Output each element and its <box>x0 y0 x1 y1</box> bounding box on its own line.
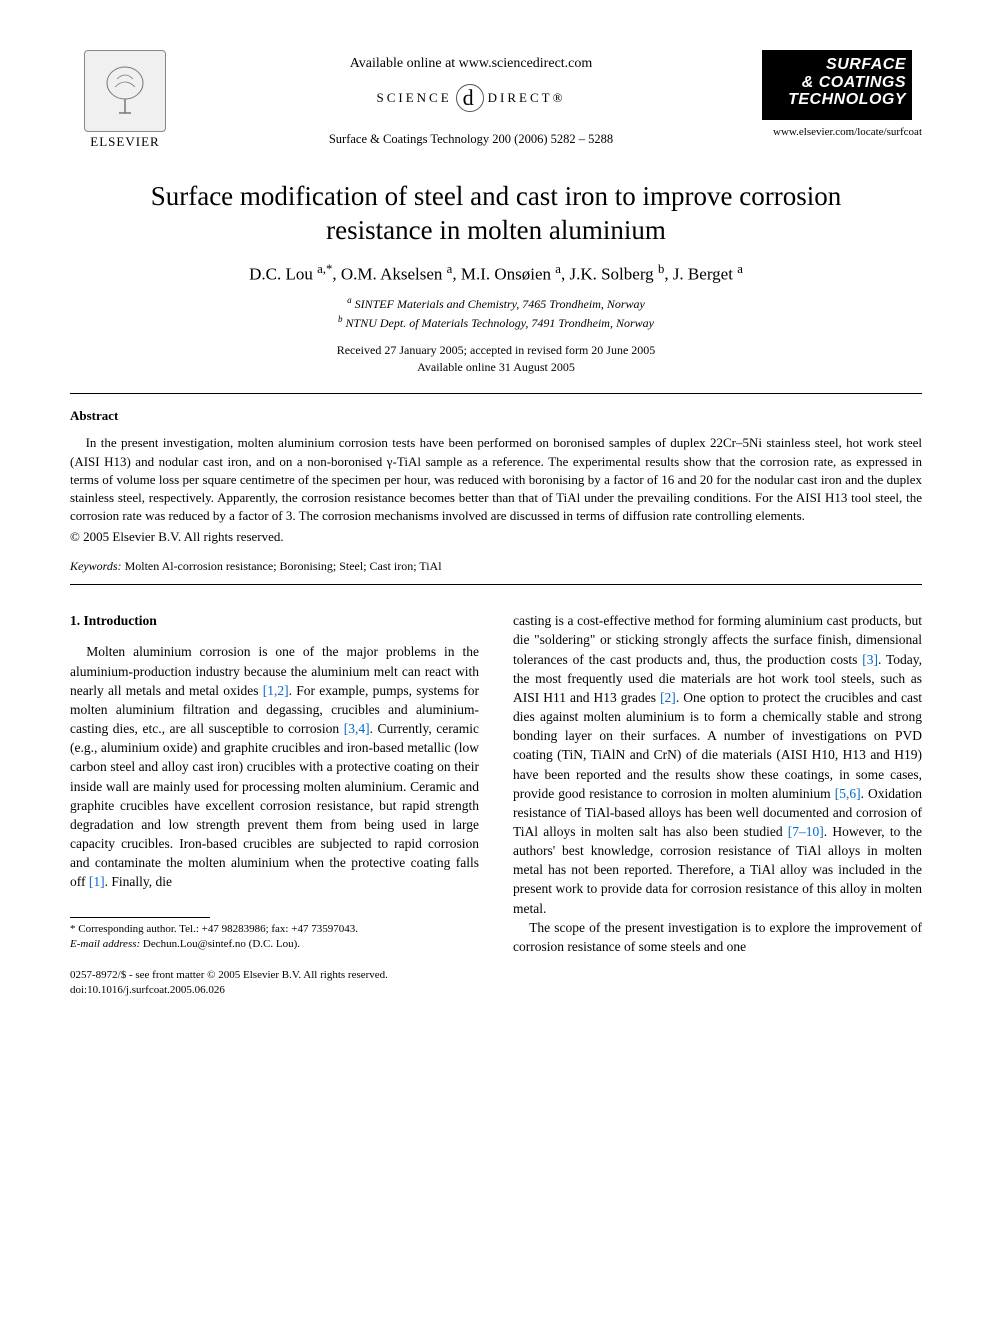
authors-line: D.C. Lou a,*, O.M. Akselsen a, M.I. Onsø… <box>70 262 922 285</box>
cite-1-2[interactable]: [1,2] <box>263 683 289 698</box>
cite-3-4[interactable]: [3,4] <box>344 721 370 736</box>
abstract-copyright: © 2005 Elsevier B.V. All rights reserved… <box>70 529 922 545</box>
affil-b-text: NTNU Dept. of Materials Technology, 7491… <box>346 316 654 330</box>
email-value: Dechun.Lou@sintef.no (D.C. Lou). <box>143 938 300 950</box>
section-1-heading: 1. Introduction <box>70 611 479 630</box>
page-container: ELSEVIER Available online at www.science… <box>0 0 992 1038</box>
corr-email-line: E-mail address: Dechun.Lou@sintef.no (D.… <box>70 937 479 952</box>
article-title: Surface modification of steel and cast i… <box>110 180 882 248</box>
sciencedirect-logo: SCIENCE d DIRECT® <box>377 84 566 112</box>
journal-logo-line2: & COATINGS <box>768 74 906 92</box>
journal-reference: Surface & Coatings Technology 200 (2006)… <box>180 132 762 147</box>
cite-7-10[interactable]: [7–10] <box>788 824 824 839</box>
keywords-label: Keywords: <box>70 559 122 573</box>
article-dates: Received 27 January 2005; accepted in re… <box>70 342 922 376</box>
publisher-block: ELSEVIER <box>70 50 180 150</box>
cite-3[interactable]: [3] <box>862 652 878 667</box>
abstract-block: Abstract In the present investigation, m… <box>70 408 922 545</box>
sd-at-icon: d <box>456 84 484 112</box>
cite-1[interactable]: [1] <box>89 874 105 889</box>
center-header: Available online at www.sciencedirect.co… <box>180 50 762 147</box>
elsevier-tree-icon <box>84 50 166 132</box>
affil-b: b NTNU Dept. of Materials Technology, 74… <box>70 313 922 332</box>
journal-logo-line1: SURFACE <box>768 56 906 74</box>
rule-top <box>70 393 922 394</box>
keywords-line: Keywords: Molten Al-corrosion resistance… <box>70 559 922 574</box>
corr-author-line: * Corresponding author. Tel.: +47 982839… <box>70 922 479 937</box>
affil-a-text: SINTEF Materials and Chemistry, 7465 Tro… <box>355 297 645 311</box>
column-left: 1. Introduction Molten aluminium corrosi… <box>70 611 479 998</box>
online-line: Available online 31 August 2005 <box>70 359 922 376</box>
journal-logo-box: SURFACE & COATINGS TECHNOLOGY <box>762 50 912 120</box>
affil-a: a SINTEF Materials and Chemistry, 7465 T… <box>70 294 922 313</box>
received-line: Received 27 January 2005; accepted in re… <box>70 342 922 359</box>
journal-logo-line3: TECHNOLOGY <box>768 91 906 109</box>
cite-2[interactable]: [2] <box>660 690 676 705</box>
journal-logo-block: SURFACE & COATINGS TECHNOLOGY www.elsevi… <box>762 50 922 138</box>
footer-line2: doi:10.1016/j.surfcoat.2005.06.026 <box>70 983 479 998</box>
abstract-heading: Abstract <box>70 408 922 424</box>
keywords-text: Molten Al-corrosion resistance; Boronisi… <box>125 559 442 573</box>
intro-para-right-2: The scope of the present investigation i… <box>513 918 922 956</box>
email-label: E-mail address: <box>70 938 140 950</box>
sd-left-text: SCIENCE <box>377 90 452 106</box>
intro-para-right-1: casting is a cost-effective method for f… <box>513 611 922 918</box>
publisher-label: ELSEVIER <box>90 134 159 150</box>
cite-5-6[interactable]: [5,6] <box>835 786 861 801</box>
body-columns: 1. Introduction Molten aluminium corrosi… <box>70 611 922 998</box>
footnote-rule <box>70 917 210 918</box>
header-row: ELSEVIER Available online at www.science… <box>70 50 922 150</box>
intro-para-left: Molten aluminium corrosion is one of the… <box>70 642 479 891</box>
journal-url: www.elsevier.com/locate/surfcoat <box>762 126 922 138</box>
affiliations: a SINTEF Materials and Chemistry, 7465 T… <box>70 294 922 332</box>
footer-line1: 0257-8972/$ - see front matter © 2005 El… <box>70 968 479 983</box>
column-right: casting is a cost-effective method for f… <box>513 611 922 998</box>
abstract-text: In the present investigation, molten alu… <box>70 434 922 525</box>
corresponding-footnote: * Corresponding author. Tel.: +47 982839… <box>70 922 479 952</box>
rule-bottom <box>70 584 922 585</box>
available-online-line: Available online at www.sciencedirect.co… <box>180 56 762 72</box>
page-footer: 0257-8972/$ - see front matter © 2005 El… <box>70 968 479 998</box>
sd-right-text: DIRECT® <box>488 90 566 106</box>
